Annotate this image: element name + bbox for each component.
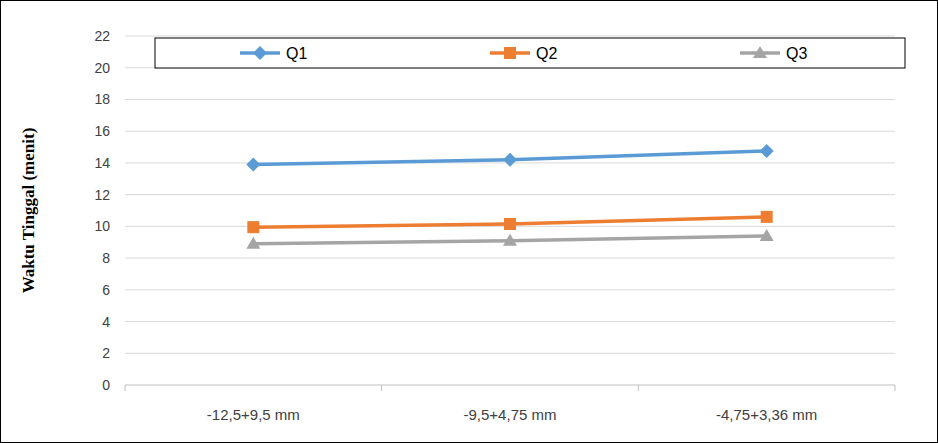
legend-marker bbox=[253, 46, 267, 60]
x-tick bbox=[638, 385, 639, 391]
y-tick-label: 4 bbox=[102, 314, 110, 330]
grid-line bbox=[125, 36, 895, 37]
data-point bbox=[760, 144, 774, 158]
y-tick-label: 2 bbox=[102, 345, 110, 361]
legend: Q1 Q2 Q3 bbox=[155, 38, 905, 68]
y-tick-label: 8 bbox=[102, 250, 110, 266]
y-tick-label: 16 bbox=[94, 123, 110, 139]
y-tick-label: 10 bbox=[94, 218, 110, 234]
x-tick-label: -4,75+3,36 mm bbox=[716, 406, 817, 423]
data-point bbox=[503, 234, 517, 246]
legend-marker bbox=[504, 47, 516, 59]
data-point bbox=[246, 157, 260, 171]
plot-area bbox=[246, 144, 773, 249]
data-point bbox=[503, 153, 517, 167]
y-tick-label: 6 bbox=[102, 282, 110, 298]
x-tick-label: -12,5+9,5 mm bbox=[207, 406, 300, 423]
legend-label: Q3 bbox=[786, 45, 807, 62]
legend-box bbox=[155, 38, 905, 68]
x-tick bbox=[895, 385, 896, 391]
grid-line bbox=[125, 353, 895, 354]
y-tick-label: 18 bbox=[94, 91, 110, 107]
x-tick bbox=[125, 385, 126, 391]
x-tick-label: -9,5+4,75 mm bbox=[464, 406, 557, 423]
y-tick-label: 20 bbox=[94, 60, 110, 76]
legend-label: Q1 bbox=[286, 45, 307, 62]
data-point bbox=[761, 211, 773, 223]
grid-line bbox=[125, 131, 895, 132]
chart: 0 2 4 6 8 10 12 14 16 18 20 22 -12,5+9,5 mm -9,5+4,75… bbox=[0, 0, 938, 443]
y-tick-label: 14 bbox=[94, 155, 110, 171]
legend-marker bbox=[753, 46, 767, 58]
x-axis bbox=[125, 385, 895, 386]
legend-label: Q2 bbox=[536, 45, 557, 62]
grid-line bbox=[125, 99, 895, 100]
chart-border bbox=[1, 1, 938, 443]
data-point bbox=[246, 237, 260, 249]
data-point bbox=[504, 218, 516, 230]
data-point bbox=[247, 221, 259, 233]
y-axis-title: Waktu Tinggal (menit) bbox=[19, 128, 38, 294]
grid-line bbox=[125, 258, 895, 259]
data-point bbox=[760, 229, 774, 241]
grid-line bbox=[125, 289, 895, 290]
grid-line bbox=[125, 321, 895, 322]
x-tick bbox=[381, 385, 382, 391]
y-tick-label: 22 bbox=[94, 28, 110, 44]
y-tick-label: 12 bbox=[94, 187, 110, 203]
y-tick-label: 0 bbox=[102, 377, 110, 393]
grid-line bbox=[125, 194, 895, 195]
